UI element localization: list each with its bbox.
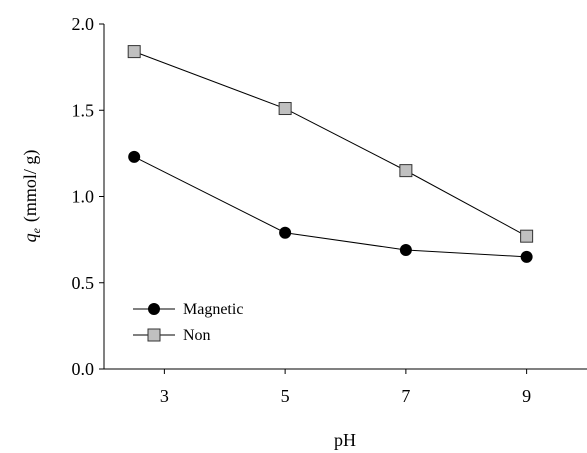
series-line-non xyxy=(134,51,527,237)
x-axis-title: pH xyxy=(334,430,356,450)
x-tick-label: 9 xyxy=(522,386,531,406)
y-tick-label: 0.0 xyxy=(72,359,95,379)
data-point-non xyxy=(127,45,141,59)
data-point-non xyxy=(520,229,534,243)
data-point-magnetic xyxy=(279,226,292,239)
y-axis-title-unit: (mmol/ g) xyxy=(20,150,41,223)
data-point-magnetic xyxy=(399,243,412,256)
x-tick-label: 3 xyxy=(160,386,169,406)
y-tick-label: 0.5 xyxy=(72,273,95,293)
series-layer xyxy=(127,45,534,263)
legend-marker-non xyxy=(147,328,161,342)
y-axis-title-subscript: e xyxy=(29,227,43,233)
data-point-non xyxy=(278,102,292,116)
y-tick-label: 2.0 xyxy=(72,14,95,34)
y-axis-title-symbol: q xyxy=(20,233,40,242)
x-tick-label: 7 xyxy=(401,386,410,406)
series-line-magnetic xyxy=(133,156,527,258)
legend-marker-magnetic xyxy=(148,303,160,315)
y-ticks: 0.0 0.5 1.0 1.5 2.0 xyxy=(72,14,104,379)
y-tick-label: 1.5 xyxy=(72,100,95,120)
data-point-non xyxy=(399,164,413,178)
legend-label-non: Non xyxy=(183,327,211,344)
plot-frame xyxy=(103,24,587,370)
legend: Magnetic Non xyxy=(133,301,243,344)
data-point-magnetic xyxy=(520,250,533,263)
legend-label-magnetic: Magnetic xyxy=(183,301,243,318)
y-tick-label: 1.0 xyxy=(72,187,95,207)
x-tick-label: 5 xyxy=(281,386,290,406)
x-ticks: 3 5 7 9 xyxy=(160,369,531,406)
data-point-magnetic xyxy=(128,150,141,163)
y-axis-title: qe (mmol/ g) xyxy=(20,150,43,243)
